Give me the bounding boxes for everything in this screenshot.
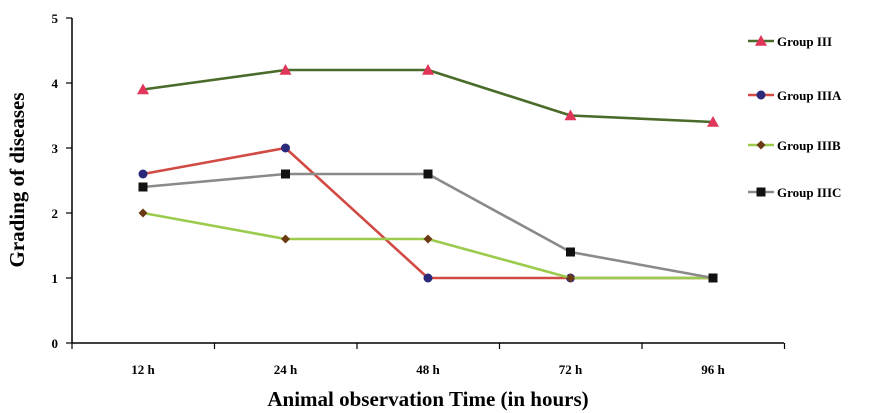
data-point (422, 64, 434, 75)
data-point (566, 247, 575, 257)
data-point (281, 234, 290, 244)
y-axis-title: Grading of diseases (5, 92, 29, 267)
data-point (566, 273, 575, 283)
x-axis-title: Animal observation Time (in hours) (267, 387, 588, 411)
series-group (137, 64, 719, 283)
x-tick-label: 24 h (274, 362, 298, 377)
legend-label: Group III (777, 34, 832, 49)
y-tick-label: 1 (52, 271, 59, 286)
legend-marker (755, 35, 767, 46)
data-point (423, 273, 433, 283)
chart-axes (71, 18, 784, 344)
data-point (423, 169, 433, 179)
series-line (142, 211, 713, 280)
data-point (279, 64, 292, 75)
y-tick-label: 0 (52, 336, 59, 351)
data-point (423, 234, 433, 244)
data-point (138, 169, 148, 179)
data-point (707, 116, 719, 127)
y-tick-label: 2 (52, 206, 59, 221)
legend-label: Group IIIA (777, 88, 842, 103)
x-tick-label: 96 h (701, 362, 725, 377)
x-tick-label: 12 h (131, 362, 155, 377)
data-point (138, 182, 148, 192)
data-point (281, 143, 290, 153)
series-line (142, 146, 713, 280)
x-tick-label: 72 h (559, 362, 583, 377)
y-tick-label: 5 (52, 11, 59, 26)
data-point (137, 83, 149, 95)
legend: Group III Group IIIA Group IIIB Group IIIC (748, 34, 842, 200)
data-point (138, 208, 148, 218)
y-tick-label: 4 (52, 76, 59, 91)
data-point (564, 109, 577, 121)
legend-label: Group IIIC (777, 185, 841, 200)
legend-marker (756, 140, 766, 150)
x-tick-label: 48 h (416, 362, 440, 377)
y-tick-label: 3 (52, 141, 59, 156)
data-point (708, 273, 718, 283)
legend-label: Group IIIB (777, 138, 841, 153)
legend-marker (756, 187, 766, 197)
data-point (281, 169, 290, 179)
y-tick-group: 0 1 2 3 4 5 (52, 11, 72, 351)
series-line (142, 172, 714, 280)
x-tick-group: 12 h 24 h 48 h 72 h 96 h (71, 343, 786, 377)
series-line (142, 68, 714, 124)
legend-marker (756, 90, 766, 100)
